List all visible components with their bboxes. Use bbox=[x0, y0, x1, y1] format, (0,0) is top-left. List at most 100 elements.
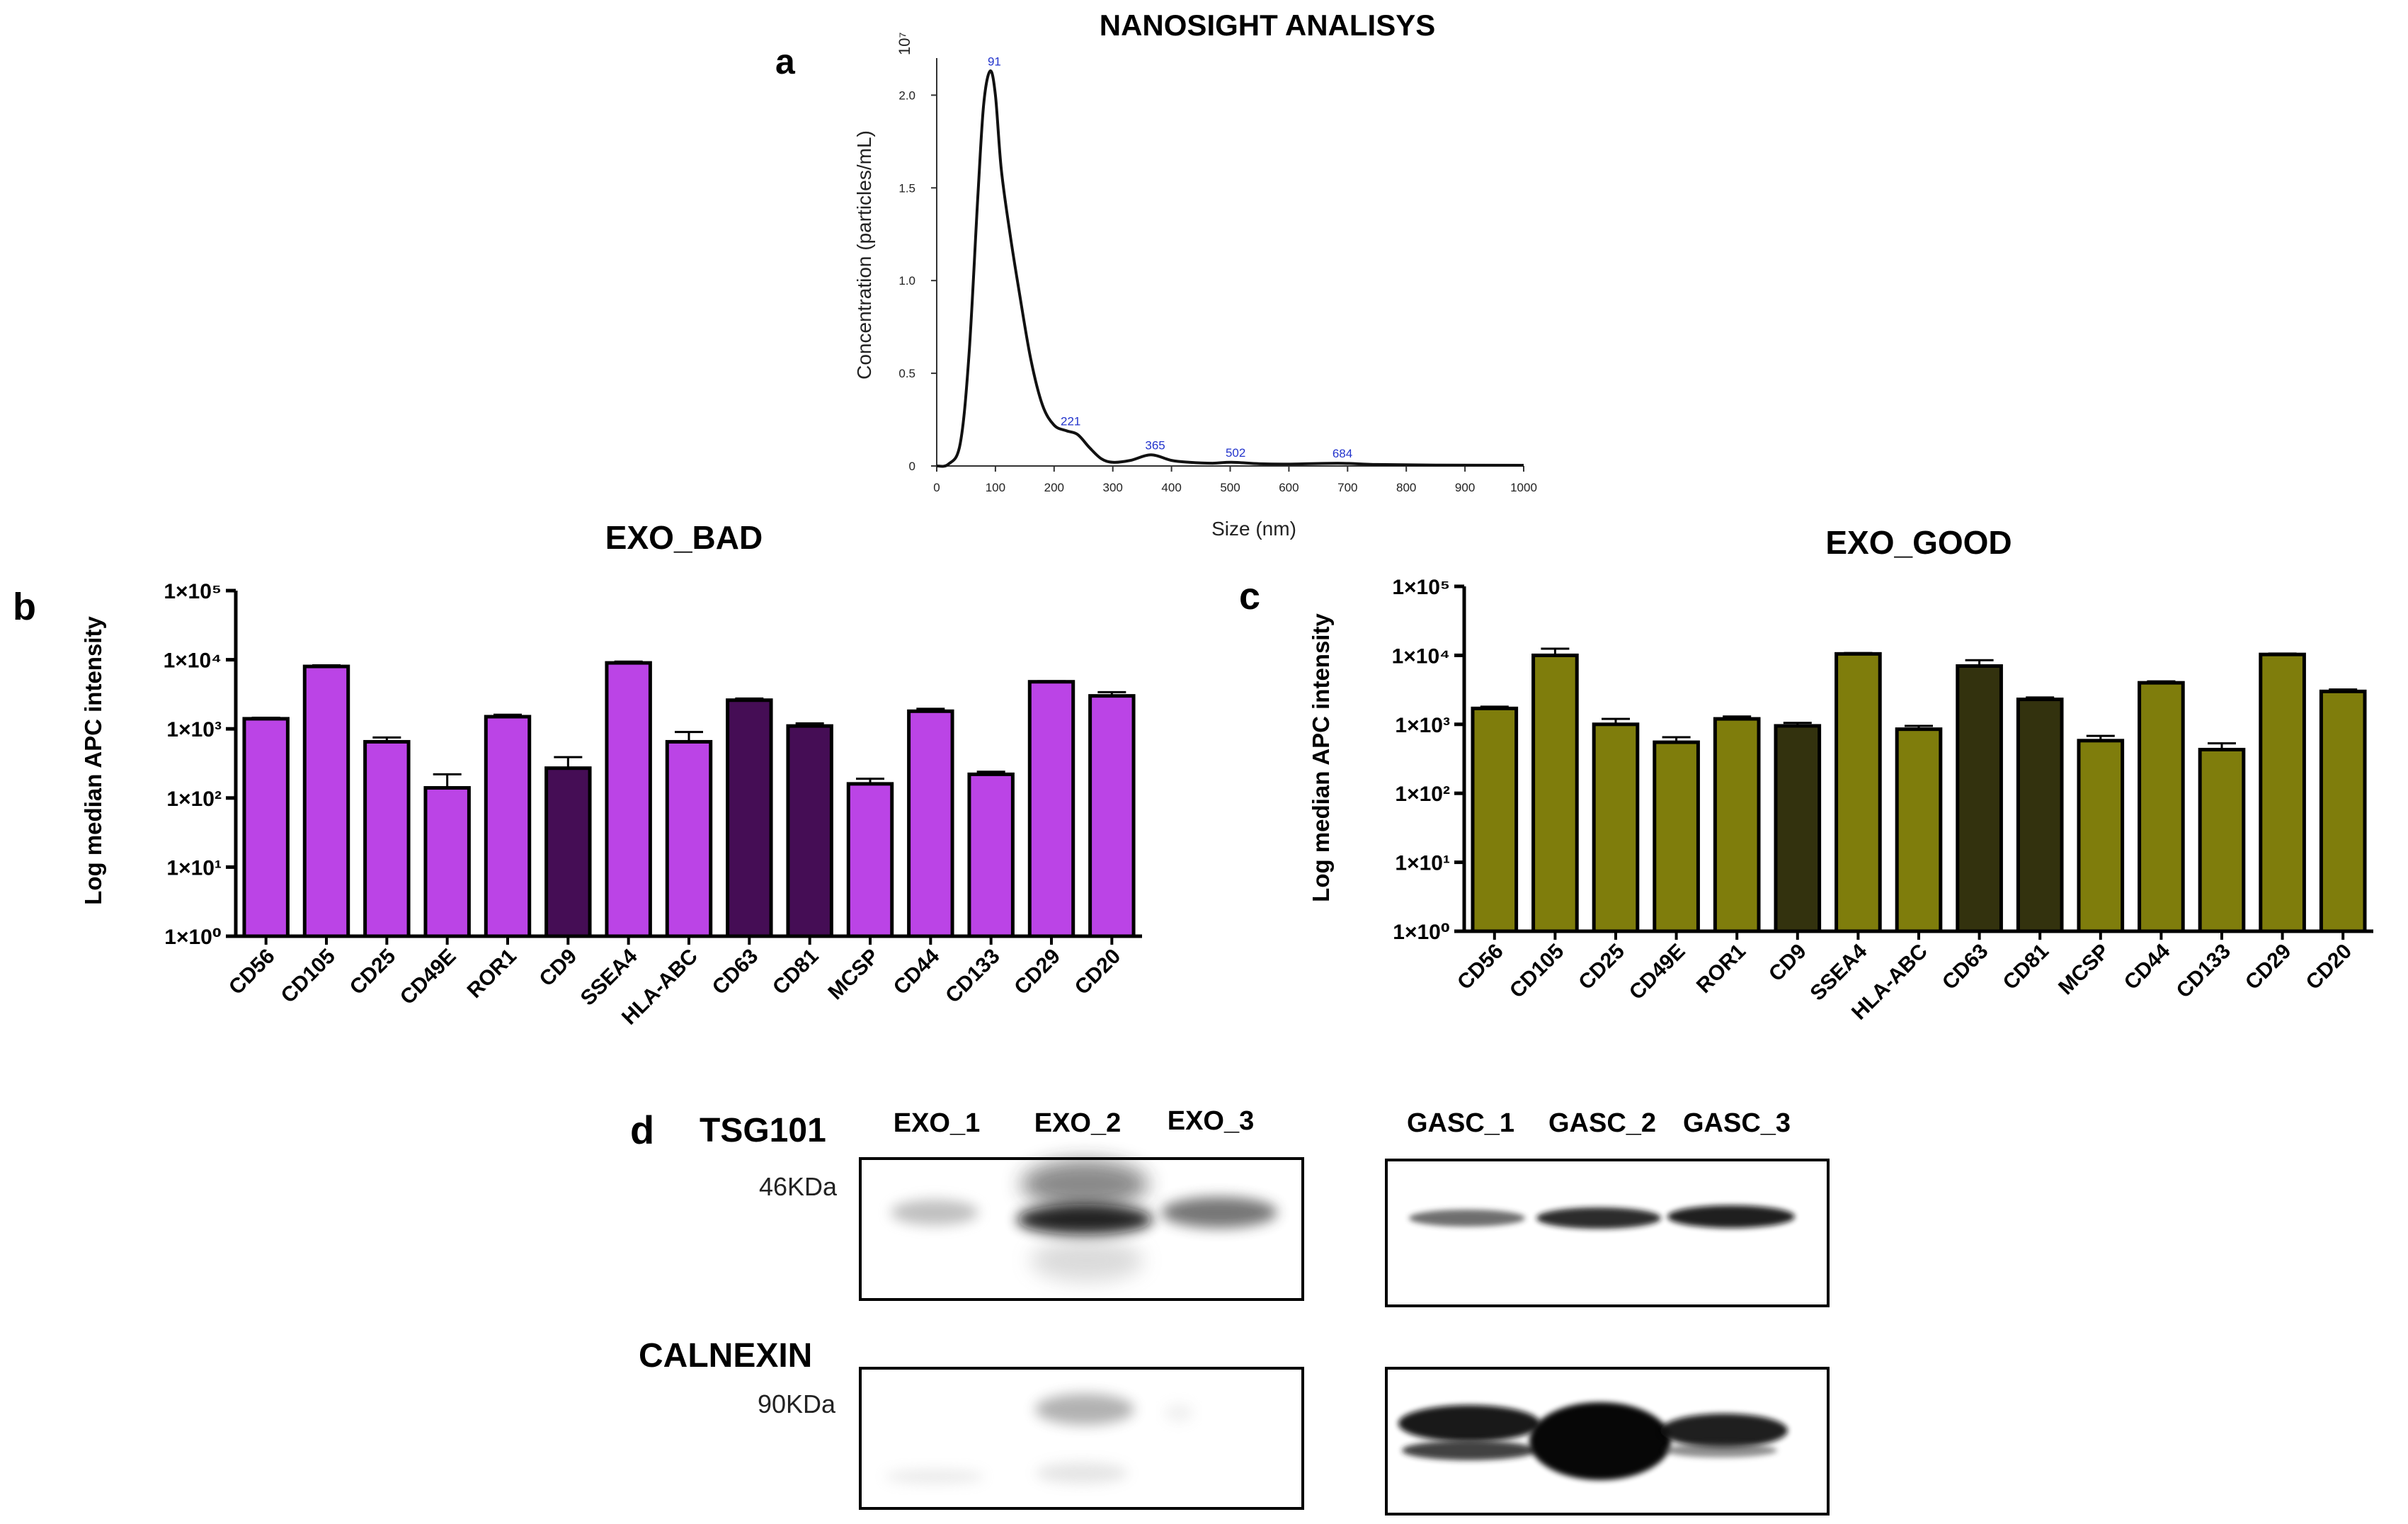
exo-good-x-tick-label: CD20 bbox=[2302, 940, 2357, 995]
exo-good-x-tick-label: CD56 bbox=[1453, 940, 1508, 995]
exo-bad-bar-cd56 bbox=[242, 717, 290, 938]
band-calnexin-exo-3 bbox=[1165, 1404, 1193, 1421]
smear-tsg101-exo-2-lower bbox=[1030, 1239, 1143, 1282]
exo-good-x-tick-label: CD29 bbox=[2241, 940, 2296, 995]
exo-bad-panel: b EXO_BAD Log median APC intensity 1×10⁰… bbox=[13, 519, 1142, 1030]
nanosight-y-axis-title: Concentration (particles/mL) bbox=[853, 130, 875, 380]
nanosight-x-tick-label: 900 bbox=[1455, 481, 1475, 494]
exo-bad-bar-ror1 bbox=[484, 715, 532, 938]
lane-label-exo-2: EXO_2 bbox=[1034, 1108, 1122, 1138]
lane-label-exo-3: EXO_3 bbox=[1168, 1106, 1255, 1136]
exo-bad-y-tick-label: 1×10¹ bbox=[166, 856, 222, 880]
exo-good-x-tick-label: CD25 bbox=[1574, 940, 1629, 995]
panel-label-a: a bbox=[775, 42, 796, 81]
exo-bad-y-axis-title: Log median APC intensity bbox=[80, 616, 106, 905]
nanosight-x-tick-label: 500 bbox=[1220, 481, 1240, 494]
exo-good-y-tick-label: 1×10⁰ bbox=[1393, 921, 1450, 944]
panel-label-c: c bbox=[1239, 575, 1260, 618]
exo-bad-bar-cd29 bbox=[1027, 680, 1075, 938]
nanosight-x-tick-label: 100 bbox=[986, 481, 1005, 494]
exo-bad-y-tick-label: 1×10⁴ bbox=[164, 649, 222, 673]
exo-bad-x-tick-label: CD9 bbox=[535, 945, 582, 991]
exo-good-x-tick-label: CD81 bbox=[1999, 940, 2054, 995]
exo-bad-x-tick-label: CD29 bbox=[1010, 945, 1065, 1000]
exo-good-bar-ssea4 bbox=[1834, 652, 1882, 933]
nanosight-peak-label: 502 bbox=[1226, 446, 1245, 460]
exo-good-y-axis-title: Log median APC intensity bbox=[1308, 613, 1334, 902]
blot-calnexin-exo bbox=[859, 1367, 1304, 1510]
band-calnexin-exo-2-lower bbox=[1036, 1462, 1128, 1484]
exo-bad-y-tick-label: 1×10² bbox=[166, 787, 222, 811]
band-tsg101-exo-1 bbox=[891, 1200, 978, 1225]
exo-good-x-tick-label: CD133 bbox=[2172, 940, 2235, 1003]
exo-good-bar-cd63 bbox=[1956, 664, 2003, 933]
exo-bad-x-tick-label: CD56 bbox=[224, 945, 280, 1000]
nanosight-x-tick-label: 1000 bbox=[1510, 481, 1537, 494]
band-calnexin-gasc-3-lower bbox=[1664, 1443, 1777, 1457]
nanosight-x-tick-label: 300 bbox=[1103, 481, 1123, 494]
exo-bad-x-tick-label: MCSP bbox=[823, 945, 884, 1005]
band-tsg101-gasc-3 bbox=[1667, 1205, 1795, 1228]
nanosight-y-tick-label: 1.5 bbox=[898, 181, 915, 195]
nanosight-y-tick-label: 2.0 bbox=[898, 89, 915, 102]
western-blot-panel: d TSG101 CALNEXIN 46KDa 90KDa EXO_1 EXO_… bbox=[630, 1106, 1830, 1516]
tsg101-marker: 46KDa bbox=[759, 1172, 838, 1201]
nanosight-peak-label: 684 bbox=[1333, 447, 1352, 460]
nanosight-x-tick-label: 600 bbox=[1279, 481, 1299, 494]
nanosight-y-tick-label: 0 bbox=[909, 460, 915, 473]
exo-good-bar-cd9 bbox=[1774, 724, 1822, 933]
nanosight-peak-label: 365 bbox=[1145, 438, 1165, 452]
exo-bad-x-tick-label: CD63 bbox=[708, 945, 763, 1000]
exo-good-bar-cd133 bbox=[2198, 748, 2246, 933]
exo-bad-y-tick-label: 1×10⁰ bbox=[164, 926, 222, 949]
nanosight-y-tick-label: 0.5 bbox=[898, 367, 915, 380]
band-tsg101-gasc-1 bbox=[1409, 1210, 1525, 1227]
exo-bad-bar-cd105 bbox=[302, 664, 350, 938]
exo-bad-bar-cd25 bbox=[363, 739, 411, 938]
panel-label-b: b bbox=[13, 586, 36, 628]
smear-tsg101-exo-2 bbox=[1021, 1160, 1148, 1208]
exo-bad-bar-cd9 bbox=[544, 766, 592, 938]
exo-good-y-tick-label: 1×10³ bbox=[1395, 714, 1450, 737]
exo-bad-bar-cd44 bbox=[907, 709, 954, 938]
exo-good-bar-cd56 bbox=[1471, 706, 1519, 933]
exo-good-bar-cd44 bbox=[2138, 681, 2185, 933]
nanosight-title: NANOSIGHT ANALISYS bbox=[1100, 8, 1435, 42]
nanosight-x-tick-label: 200 bbox=[1044, 481, 1064, 494]
band-tsg101-exo-2 bbox=[1017, 1204, 1153, 1235]
band-calnexin-exo-2 bbox=[1035, 1394, 1134, 1425]
exo-bad-bar-mcsp bbox=[846, 782, 894, 938]
band-tsg101-gasc-2 bbox=[1536, 1207, 1661, 1229]
exo-bad-bar-cd81 bbox=[786, 724, 833, 938]
band-calnexin-gasc-1 bbox=[1398, 1405, 1540, 1442]
exo-bad-y-tick-label: 1×10³ bbox=[166, 718, 222, 741]
exo-good-bar-cd49e bbox=[1653, 740, 1700, 933]
nanosight-peak-label: 221 bbox=[1061, 414, 1080, 428]
exo-good-bar-cd105 bbox=[1531, 653, 1579, 933]
blot-calnexin-gasc bbox=[1385, 1367, 1830, 1516]
exo-bad-bar-cd49e bbox=[423, 786, 471, 938]
exo-good-bar-cd20 bbox=[2319, 689, 2367, 933]
exo-bad-x-tick-label: CD25 bbox=[346, 945, 401, 1000]
exo-bad-y-tick-label: 1×10⁵ bbox=[164, 580, 222, 603]
exo-bad-x-tick-label: CD49E bbox=[396, 945, 461, 1010]
calnexin-marker: 90KDa bbox=[758, 1389, 836, 1418]
exo-good-y-tick-label: 1×10² bbox=[1395, 783, 1450, 806]
exo-good-y-tick-label: 1×10⁴ bbox=[1392, 644, 1450, 668]
exo-bad-bar-cd63 bbox=[726, 698, 773, 938]
exo-good-bar-ror1 bbox=[1713, 717, 1761, 933]
exo-good-bar-hla-abc bbox=[1895, 727, 1943, 933]
band-calnexin-exo-1 bbox=[885, 1469, 984, 1484]
nanosight-y-scale-label: 10⁷ bbox=[896, 33, 913, 55]
exo-good-title: EXO_GOOD bbox=[1825, 524, 2012, 561]
exo-good-bar-cd81 bbox=[2016, 698, 2064, 933]
nanosight-size-distribution-line bbox=[936, 69, 1524, 468]
exo-bad-bar-cd20 bbox=[1088, 694, 1136, 938]
exo-good-x-tick-label: ROR1 bbox=[1692, 940, 1750, 998]
nanosight-x-tick-label: 700 bbox=[1337, 481, 1357, 494]
band-tsg101-exo-3 bbox=[1161, 1197, 1277, 1228]
exo-bad-bar-hla-abc bbox=[665, 739, 713, 938]
exo-bad-x-tick-label: CD20 bbox=[1071, 945, 1126, 1000]
exo-good-x-tick-label: CD49E bbox=[1625, 940, 1690, 1005]
exo-bad-x-tick-label: CD81 bbox=[768, 945, 823, 1000]
